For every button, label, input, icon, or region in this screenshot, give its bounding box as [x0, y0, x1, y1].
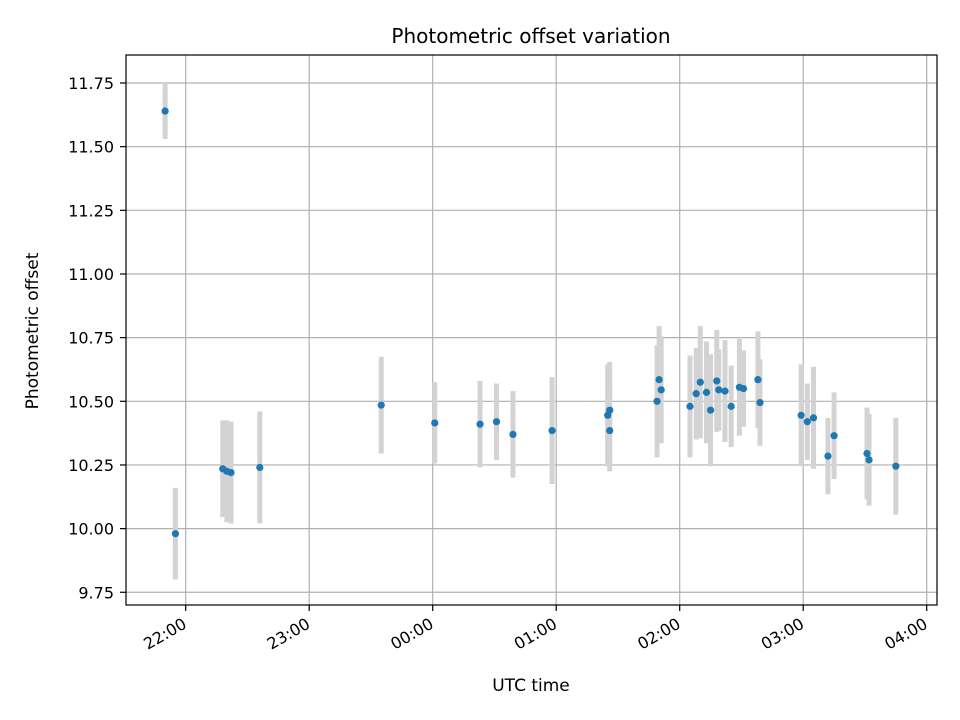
chart-title: Photometric offset variation	[391, 24, 670, 48]
plot-frame	[125, 54, 938, 606]
x-axis-title: UTC time	[492, 676, 570, 696]
data-point	[830, 432, 838, 440]
data-point	[727, 402, 735, 410]
data-point	[431, 419, 439, 427]
data-points	[161, 107, 900, 538]
data-point	[509, 430, 517, 438]
data-point	[696, 378, 704, 386]
data-point	[797, 411, 805, 419]
data-point	[548, 426, 556, 435]
data-point	[809, 414, 818, 422]
data-point	[721, 387, 729, 395]
data-point	[824, 452, 832, 460]
y-axis-title: Photometric offset	[23, 252, 43, 409]
data-point	[492, 418, 501, 426]
data-point	[754, 376, 762, 384]
y-tick-label: 10.00	[68, 520, 114, 539]
data-point	[756, 398, 764, 407]
data-point	[865, 456, 873, 464]
data-point	[803, 418, 811, 426]
data-point	[377, 401, 385, 409]
data-point	[713, 377, 721, 385]
data-point	[739, 384, 748, 393]
y-tick-label: 11.00	[68, 265, 114, 284]
y-tick-label: 11.25	[68, 201, 114, 220]
data-point	[161, 107, 169, 115]
data-point	[256, 463, 264, 472]
data-point	[606, 406, 614, 414]
y-tick-label: 11.50	[68, 138, 114, 157]
grid	[126, 55, 937, 605]
y-tick-label: 10.50	[68, 392, 114, 411]
data-point	[653, 397, 661, 405]
data-point	[863, 449, 871, 458]
y-tick-label: 10.75	[68, 329, 114, 348]
y-axis-ticks: 9.75 10.00 10.25 10.50 10.75 11.00 11.25 11.50 1…	[68, 74, 126, 602]
data-point	[171, 530, 180, 538]
y-tick-label: 10.25	[68, 456, 114, 475]
data-point	[606, 426, 614, 435]
data-point	[706, 406, 715, 414]
data-point	[892, 462, 900, 470]
data-point	[715, 386, 723, 394]
data-point	[686, 402, 694, 410]
y-tick-label: 9.75	[78, 583, 114, 602]
data-point	[657, 386, 665, 394]
data-point	[227, 468, 235, 477]
y-tick-label: 11.75	[68, 74, 114, 93]
data-point	[692, 390, 700, 398]
data-point	[702, 388, 711, 396]
data-point	[476, 420, 484, 428]
data-point	[655, 376, 663, 384]
